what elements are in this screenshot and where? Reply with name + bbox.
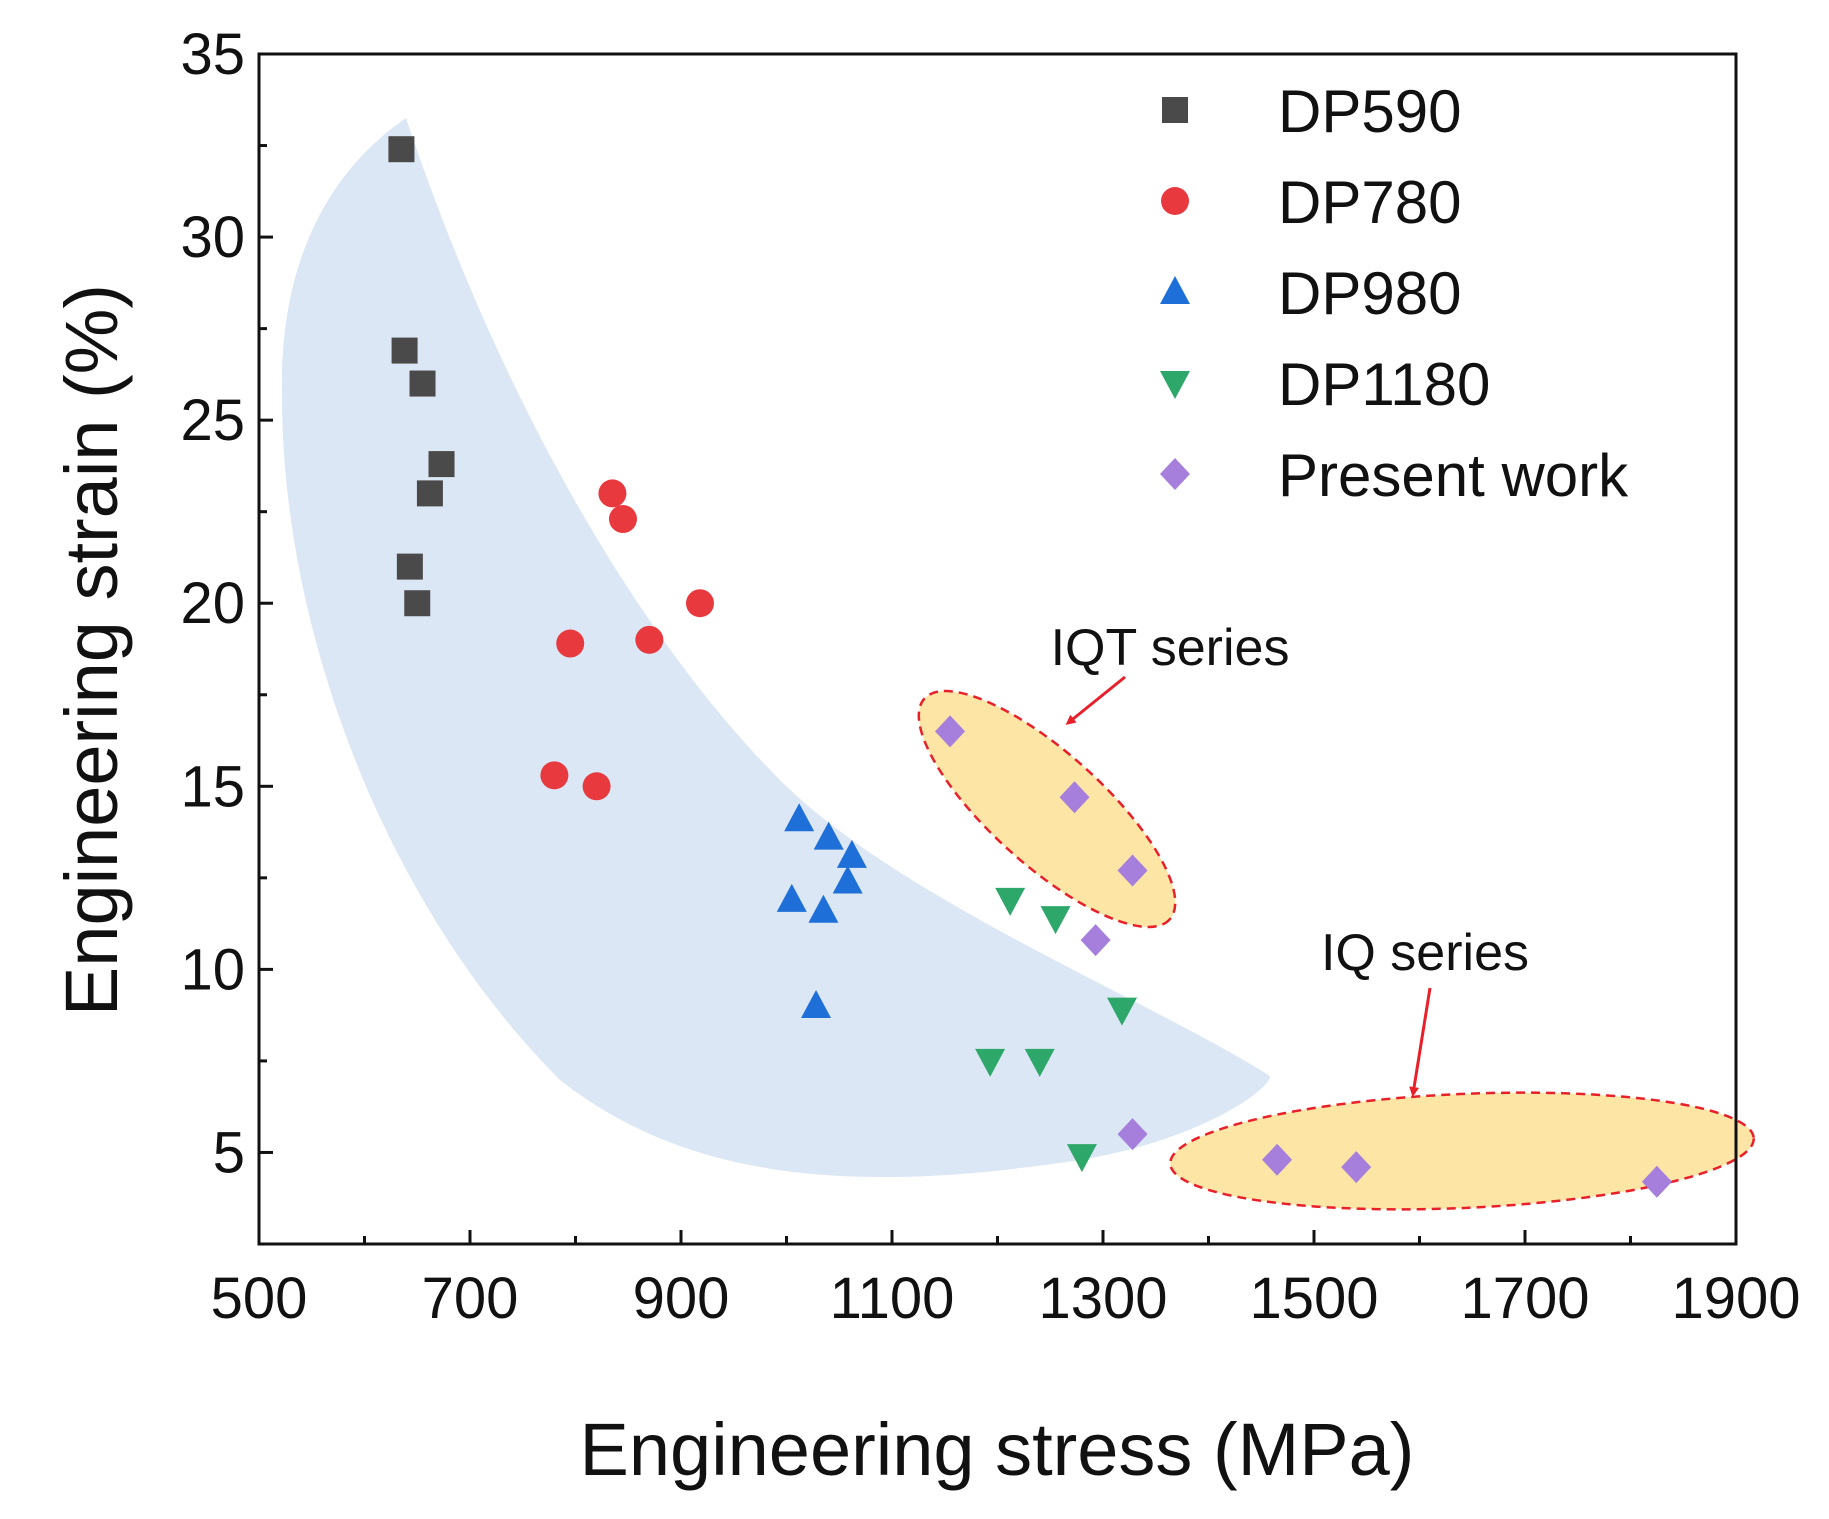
iq-series-ellipse <box>1169 1091 1755 1211</box>
data-point-dp980 <box>776 883 807 912</box>
data-point-dp780 <box>582 772 611 801</box>
x-axis-ticks <box>257 1230 1738 1244</box>
y-axis-ticks <box>259 52 273 1154</box>
data-point-dp590 <box>396 553 423 580</box>
legend-label-dp980: DP980 <box>1278 260 1461 327</box>
y-tick-label: 25 <box>180 388 245 453</box>
data-point-dp780 <box>685 589 714 618</box>
data-point-present-work <box>1059 781 1090 814</box>
data-point-dp1180 <box>1106 997 1137 1026</box>
data-point-dp1180 <box>1066 1144 1097 1173</box>
legend-label-dp1180: DP1180 <box>1278 351 1490 418</box>
data-point-dp980 <box>813 821 844 850</box>
data-point-dp590 <box>388 136 415 163</box>
iq-series-label: IQ series <box>1321 924 1529 982</box>
y-axis-title: Engineering strain (%) <box>50 284 133 1016</box>
data-point-present-work <box>1262 1143 1293 1176</box>
legend-marker-dp980 <box>1160 276 1190 304</box>
data-point-present-work <box>1117 854 1148 887</box>
x-tick-label: 1100 <box>830 1266 955 1331</box>
data-point-dp1180 <box>995 887 1026 916</box>
data-point-present-work <box>1080 924 1111 957</box>
legend-marker-present-work <box>1160 458 1190 490</box>
data-point-dp980 <box>801 990 832 1018</box>
x-tick-label: 500 <box>211 1266 308 1331</box>
data-point-dp980 <box>808 894 839 923</box>
data-point-dp780 <box>556 629 585 658</box>
y-axis-tick-labels: 5 10 15 20 25 30 35 <box>180 22 245 1185</box>
data-point-dp590 <box>391 337 418 364</box>
x-axis-tick-labels: 500 700 900 1100 1300 1500 1700 1900 <box>211 1266 1801 1331</box>
iqt-series-arrow <box>1065 675 1126 725</box>
x-tick-label: 1500 <box>1249 1266 1378 1331</box>
x-tick-label: 1700 <box>1460 1266 1589 1331</box>
legend-label-dp780: DP780 <box>1278 169 1461 236</box>
data-point-dp780 <box>608 505 637 534</box>
x-tick-label: 1300 <box>1038 1266 1167 1331</box>
data-point-dp780 <box>598 479 627 508</box>
iq-series-arrow <box>1409 987 1432 1097</box>
legend-marker-dp1180 <box>1160 371 1190 399</box>
x-axis-title: Engineering stress (MPa) <box>580 1408 1415 1491</box>
data-point-dp980 <box>832 865 863 894</box>
legend-marker-dp590 <box>1162 97 1188 123</box>
trend-band <box>281 118 1270 1178</box>
data-point-dp1180 <box>1024 1048 1055 1077</box>
data-point-dp590 <box>416 480 443 507</box>
data-point-present-work <box>1117 1118 1148 1151</box>
y-tick-label: 20 <box>180 571 245 636</box>
data-point-dp980 <box>836 839 867 868</box>
iqt-series-label: IQT series <box>1051 619 1290 677</box>
data-point-present-work <box>1341 1151 1372 1184</box>
y-tick-label: 10 <box>180 937 245 1002</box>
data-point-dp1180 <box>1040 906 1071 935</box>
legend-label-present-work: Present work <box>1278 442 1629 509</box>
data-markers <box>388 136 1672 1198</box>
data-point-dp590 <box>428 451 455 478</box>
y-tick-label: 30 <box>180 205 245 270</box>
data-point-dp590 <box>404 590 431 617</box>
legend-marker-dp780 <box>1161 187 1189 215</box>
x-tick-label: 700 <box>422 1266 519 1331</box>
data-point-dp780 <box>635 625 664 654</box>
legend: DP590 DP780 DP980 DP1180 Present work <box>1160 78 1629 509</box>
x-tick-label: 900 <box>633 1266 730 1331</box>
data-point-dp1180 <box>975 1048 1006 1077</box>
data-point-present-work <box>1641 1165 1672 1198</box>
data-point-dp590 <box>409 370 436 397</box>
y-tick-label: 5 <box>213 1120 245 1185</box>
y-tick-label: 15 <box>180 754 245 819</box>
y-tick-label: 35 <box>180 22 245 87</box>
data-point-dp780 <box>540 761 569 790</box>
data-point-dp980 <box>784 803 815 832</box>
data-point-present-work <box>935 715 966 748</box>
x-tick-label: 1900 <box>1671 1266 1800 1331</box>
iqt-series-ellipse <box>917 689 1177 929</box>
legend-label-dp590: DP590 <box>1278 78 1461 145</box>
